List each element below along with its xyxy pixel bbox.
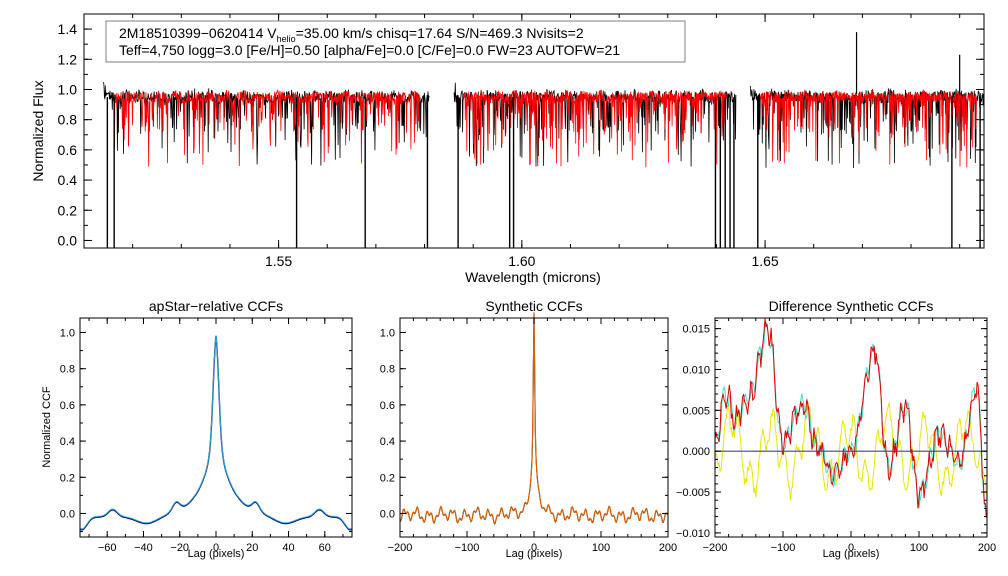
x-tick-label: 60 (319, 542, 331, 554)
y-tick-label: 0.2 (58, 202, 78, 218)
y-tick-label: 0.0 (380, 508, 395, 520)
y-tick-label: 0.0 (60, 508, 75, 520)
y-tick-label: 0.4 (58, 172, 78, 188)
y-tick-label: 0.010 (682, 364, 710, 376)
y-tick-label: 0.8 (380, 364, 395, 376)
difference-ccf-line-1 (715, 401, 987, 501)
y-tick-label: 0.015 (682, 324, 710, 336)
x-tick-label: 40 (282, 542, 294, 554)
x-tick-label: −20 (170, 542, 189, 554)
y-tick-label: 0.005 (682, 405, 710, 417)
y-tick-label: 0.8 (58, 112, 78, 128)
spectrum-ylabel: Normalized Flux (30, 80, 46, 181)
apstar-ccf-ylabel: Normalized CCF (41, 386, 53, 468)
y-tick-label: 0.0 (58, 232, 78, 248)
y-tick-label: 0.000 (682, 446, 710, 458)
y-tick-label: 0.2 (60, 472, 75, 484)
y-tick-label: 0.4 (60, 436, 75, 448)
spectrum-series (103, 32, 984, 248)
apstar-ccf-ticks: −60 −40 −20 0 20 40 60 0.0 0.2 0.4 0.6 0.8 1.0 (60, 318, 352, 554)
difference-ccf-ticks: −200 −100 0 100 200 −0.010 −0.005 0.000 0.005 0.0… (676, 318, 996, 554)
difference-ccf-series (715, 318, 987, 518)
x-tick-label: −40 (134, 542, 153, 554)
synthetic-ccf-series (399, 312, 669, 525)
x-tick-label: 0 (213, 542, 219, 554)
spectrum-xlabel: Wavelength (microns) (465, 269, 601, 285)
x-tick-label: 1.55 (265, 253, 292, 269)
x-tick-label: −60 (98, 542, 117, 554)
difference-ccf-line-3 (715, 318, 987, 518)
synthetic-ccf-ticks: −200 −100 0 100 200 0.0 0.2 0.4 0.6 0.8 1.0 (380, 318, 677, 554)
spectrum-panel: 1.55 1.60 1.65 0.0 0.2 0.4 0.6 0.8 1.0 1.2 1.4 Wav… (30, 13, 985, 285)
x-tick-label: −100 (771, 542, 796, 554)
y-tick-label: 1.4 (58, 21, 78, 37)
spectrum-model-line (759, 89, 978, 168)
x-tick-label: 100 (910, 542, 928, 554)
info-line-1: 2M18510399−0620414 Vhelio=35.00 km/s chi… (119, 25, 584, 44)
y-tick-label: 1.0 (60, 327, 75, 339)
spectrum-frame (83, 13, 985, 249)
info-line-2: Teff=4,750 logg=3.0 [Fe/H]=0.50 [alpha/F… (119, 42, 620, 58)
synthetic-ccf-title: Synthetic CCFs (485, 298, 582, 314)
x-tick-label: 0 (531, 542, 537, 554)
y-tick-label: 0.6 (60, 400, 75, 412)
apstar-ccf-title: apStar−relative CCFs (149, 298, 283, 314)
synthetic-ccf-xlabel: Lag (pixels) (506, 548, 563, 560)
difference-ccf-panel: Difference Synthetic CCFs −200 −100 0 100 20… (676, 298, 996, 560)
x-tick-label: 1.65 (751, 253, 778, 269)
y-tick-label: 0.4 (380, 436, 395, 448)
y-tick-label: −0.005 (676, 487, 710, 499)
synthetic-ccf-line-2 (399, 312, 669, 525)
x-tick-label: 1.60 (508, 253, 535, 269)
apstar-ccf-line-2 (79, 335, 353, 530)
apstar-ccf-series (79, 335, 353, 531)
info-box (105, 20, 686, 63)
y-tick-label: 0.2 (380, 472, 395, 484)
y-tick-label: 1.0 (380, 327, 395, 339)
y-tick-label: 1.2 (58, 51, 78, 67)
apstar-ccf-xlabel: Lag (pixels) (188, 548, 245, 560)
x-tick-label: 200 (659, 542, 677, 554)
x-tick-label: 200 (978, 542, 996, 554)
y-tick-label: 0.8 (60, 364, 75, 376)
x-tick-label: −200 (388, 542, 413, 554)
y-tick-label: 0.6 (58, 142, 78, 158)
x-tick-label: −200 (703, 542, 728, 554)
spectrum-model-line (463, 89, 727, 168)
x-tick-label: 20 (246, 542, 258, 554)
spectrum-model-line (112, 89, 421, 167)
y-tick-label: 1.0 (58, 81, 78, 97)
x-tick-label: −100 (455, 542, 480, 554)
difference-ccf-xlabel: Lag (pixels) (823, 548, 880, 560)
difference-ccf-title: Difference Synthetic CCFs (769, 298, 934, 314)
y-tick-label: 0.6 (380, 400, 395, 412)
y-tick-label: −0.010 (676, 528, 710, 540)
spectrum-ticks: 1.55 1.60 1.65 0.0 0.2 0.4 0.6 0.8 1.0 1.2 1.4 (58, 13, 984, 269)
apstar-ccf-panel: apStar−relative CCFs −60 −40 −20 0 20 40 60 0.0… (41, 298, 353, 560)
x-tick-label: 100 (592, 542, 610, 554)
x-tick-label: 0 (848, 542, 854, 554)
synthetic-ccf-panel: Synthetic CCFs −200 −100 0 100 200 0.0 0.2 0.4 0… (380, 298, 677, 560)
